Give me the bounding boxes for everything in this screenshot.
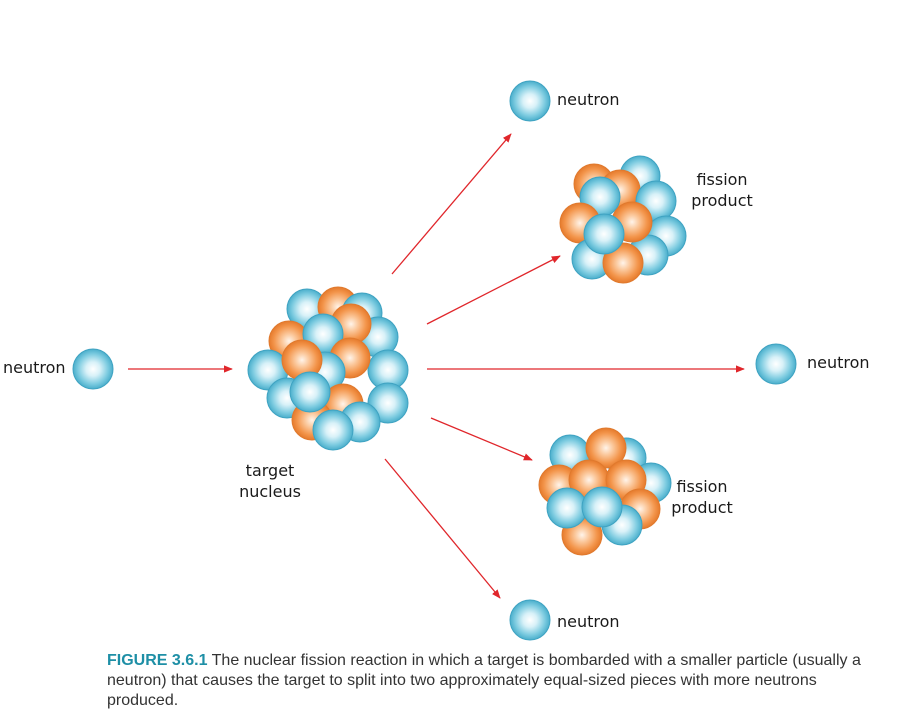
label-fission-top-line1: fission	[696, 170, 748, 189]
arrow-to-neutron-top	[391, 133, 512, 275]
figure-caption: FIGURE 3.6.1 The nuclear fission reactio…	[107, 651, 877, 711]
neutron-bottom-particle	[509, 599, 551, 641]
neutron-incoming-particle	[72, 348, 114, 390]
label-fission-top-line2: product	[691, 191, 753, 210]
arrow-to-neutron-bottom	[384, 458, 501, 599]
label-fission-product-bottom: fission product	[660, 476, 744, 518]
label-neutron-right: neutron	[807, 353, 870, 372]
label-target-line1: target	[245, 461, 295, 480]
label-neutron-top: neutron	[557, 90, 620, 109]
label-fission-bottom-line1: fission	[676, 477, 728, 496]
arrow-to-fission-top	[426, 255, 561, 325]
arrow-to-fission-bottom	[430, 417, 533, 461]
caption-text: The nuclear fission reaction in which a …	[107, 652, 861, 709]
fission-product-bottom	[538, 427, 672, 556]
label-fission-bottom-line2: product	[671, 498, 733, 517]
neutron-right-particle	[755, 343, 797, 385]
label-neutron-bottom: neutron	[557, 612, 620, 631]
label-fission-product-top: fission product	[680, 169, 764, 211]
target-nucleus	[247, 286, 409, 451]
reaction-arrows	[128, 133, 745, 599]
label-target-line2: nucleus	[239, 482, 301, 501]
figure-number: FIGURE 3.6.1	[107, 652, 208, 669]
neutron-top-particle	[509, 80, 551, 122]
label-neutron-incoming: neutron	[3, 358, 66, 377]
label-target-nucleus: target nucleus	[222, 460, 318, 502]
fission-product-top	[559, 155, 687, 284]
